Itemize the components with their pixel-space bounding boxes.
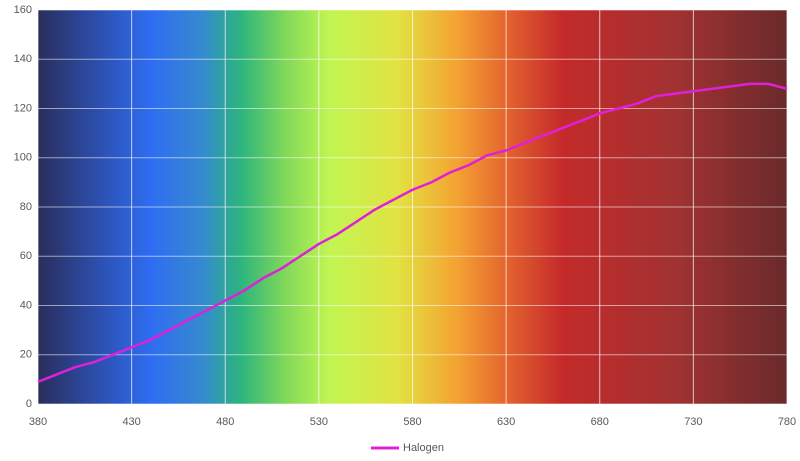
x-tick-label: 730 — [684, 416, 702, 428]
y-tick-label: 120 — [14, 102, 32, 114]
x-tick-label: 680 — [591, 416, 609, 428]
x-tick-label: 580 — [403, 416, 421, 428]
x-tick-label: 480 — [216, 416, 234, 428]
y-tick-label: 100 — [14, 152, 32, 164]
x-tick-label: 380 — [29, 416, 47, 428]
y-tick-label: 140 — [14, 53, 32, 65]
y-tick-label: 40 — [20, 299, 32, 311]
y-tick-label: 20 — [20, 349, 32, 361]
y-tick-label: 60 — [20, 250, 32, 262]
y-tick-label: 0 — [26, 398, 32, 410]
legend-label: Halogen — [403, 442, 444, 454]
x-tick-label: 530 — [310, 416, 328, 428]
y-tick-label: 80 — [20, 201, 32, 213]
x-tick-label: 630 — [497, 416, 515, 428]
x-tick-label: 780 — [778, 416, 796, 428]
y-tick-label: 160 — [14, 4, 32, 16]
x-tick-label: 430 — [122, 416, 140, 428]
data-line — [37, 82, 788, 383]
